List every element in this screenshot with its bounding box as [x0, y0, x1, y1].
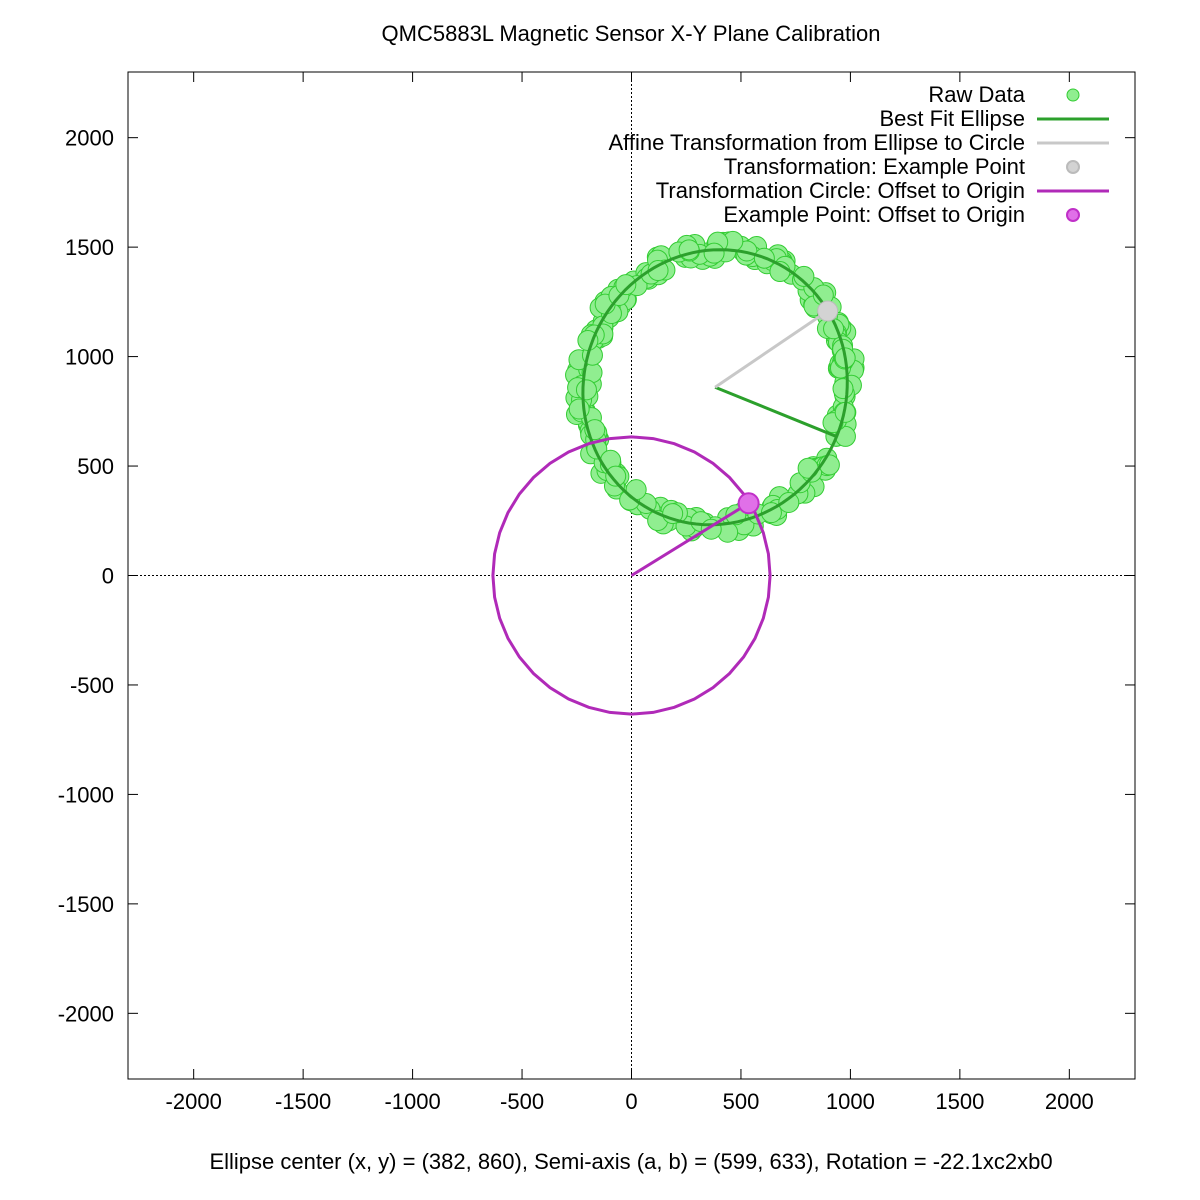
transformation-circle — [491, 435, 772, 716]
legend-entry: Affine Transformation from Ellipse to Ci… — [608, 130, 1109, 155]
raw-data-point — [615, 274, 637, 296]
y-tick-label: 0 — [102, 564, 114, 589]
legend-label: Affine Transformation from Ellipse to Ci… — [608, 130, 1025, 155]
x-tick-label: 0 — [625, 1089, 637, 1114]
y-tick-label: -2000 — [58, 1001, 114, 1026]
y-tick-label: 1000 — [65, 345, 114, 370]
x-tick-label: 2000 — [1045, 1089, 1094, 1114]
x-tick-label: 1000 — [826, 1089, 875, 1114]
raw-data-point — [605, 465, 627, 487]
raw-data-point — [793, 265, 815, 287]
legend-label: Example Point: Offset to Origin — [723, 202, 1025, 227]
raw-data-point — [575, 379, 597, 401]
y-tick-label: 500 — [77, 454, 114, 479]
offset-radius-line — [630, 501, 750, 577]
x-tick-label: -2000 — [166, 1089, 222, 1114]
x-tick-label: 500 — [723, 1089, 760, 1114]
legend-label: Transformation: Example Point — [724, 154, 1025, 179]
raw-data-points — [565, 230, 865, 543]
y-tick-label: 2000 — [65, 126, 114, 151]
legend-marker — [1066, 160, 1080, 174]
legend-entry: Example Point: Offset to Origin — [723, 202, 1080, 227]
legend-label: Best Fit Ellipse — [880, 106, 1026, 131]
legend-marker — [1066, 208, 1080, 222]
legend-marker — [1066, 88, 1080, 102]
transformation-example-point — [817, 300, 839, 322]
x-tick-label: -500 — [500, 1089, 544, 1114]
legend-entry: Raw Data — [928, 82, 1080, 107]
offset-example-point — [737, 492, 760, 515]
raw-data-point — [778, 492, 800, 514]
y-tick-label: -1000 — [58, 782, 114, 807]
series-layer — [491, 230, 865, 716]
legend-entry: Transformation Circle: Offset to Origin — [656, 178, 1109, 203]
ellipse-semi-axis-line — [714, 385, 838, 438]
y-tick-label: -500 — [70, 673, 114, 698]
best-fit-ellipse — [581, 248, 849, 527]
affine-transformation-line — [714, 309, 829, 389]
legend-entry: Best Fit Ellipse — [880, 106, 1109, 131]
chart-title: QMC5883L Magnetic Sensor X-Y Plane Calib… — [382, 21, 881, 46]
raw-data-point — [703, 242, 725, 264]
legend-label: Transformation Circle: Offset to Origin — [656, 178, 1025, 203]
x-axis-label: Ellipse center (x, y) = (382, 860), Semi… — [209, 1149, 1052, 1174]
x-tick-label: 1500 — [935, 1089, 984, 1114]
y-tick-label: -1500 — [58, 892, 114, 917]
x-tick-label: -1000 — [384, 1089, 440, 1114]
ticks: -2000 -1500 -1000 -500 0 500 1000 1500 2000 -2000… — [58, 72, 1135, 1114]
legend-entry: Transformation: Example Point — [724, 154, 1080, 179]
raw-data-point — [832, 378, 854, 400]
x-tick-label: -1500 — [275, 1089, 331, 1114]
legend-label: Raw Data — [928, 82, 1025, 107]
y-tick-label: 1500 — [65, 235, 114, 260]
